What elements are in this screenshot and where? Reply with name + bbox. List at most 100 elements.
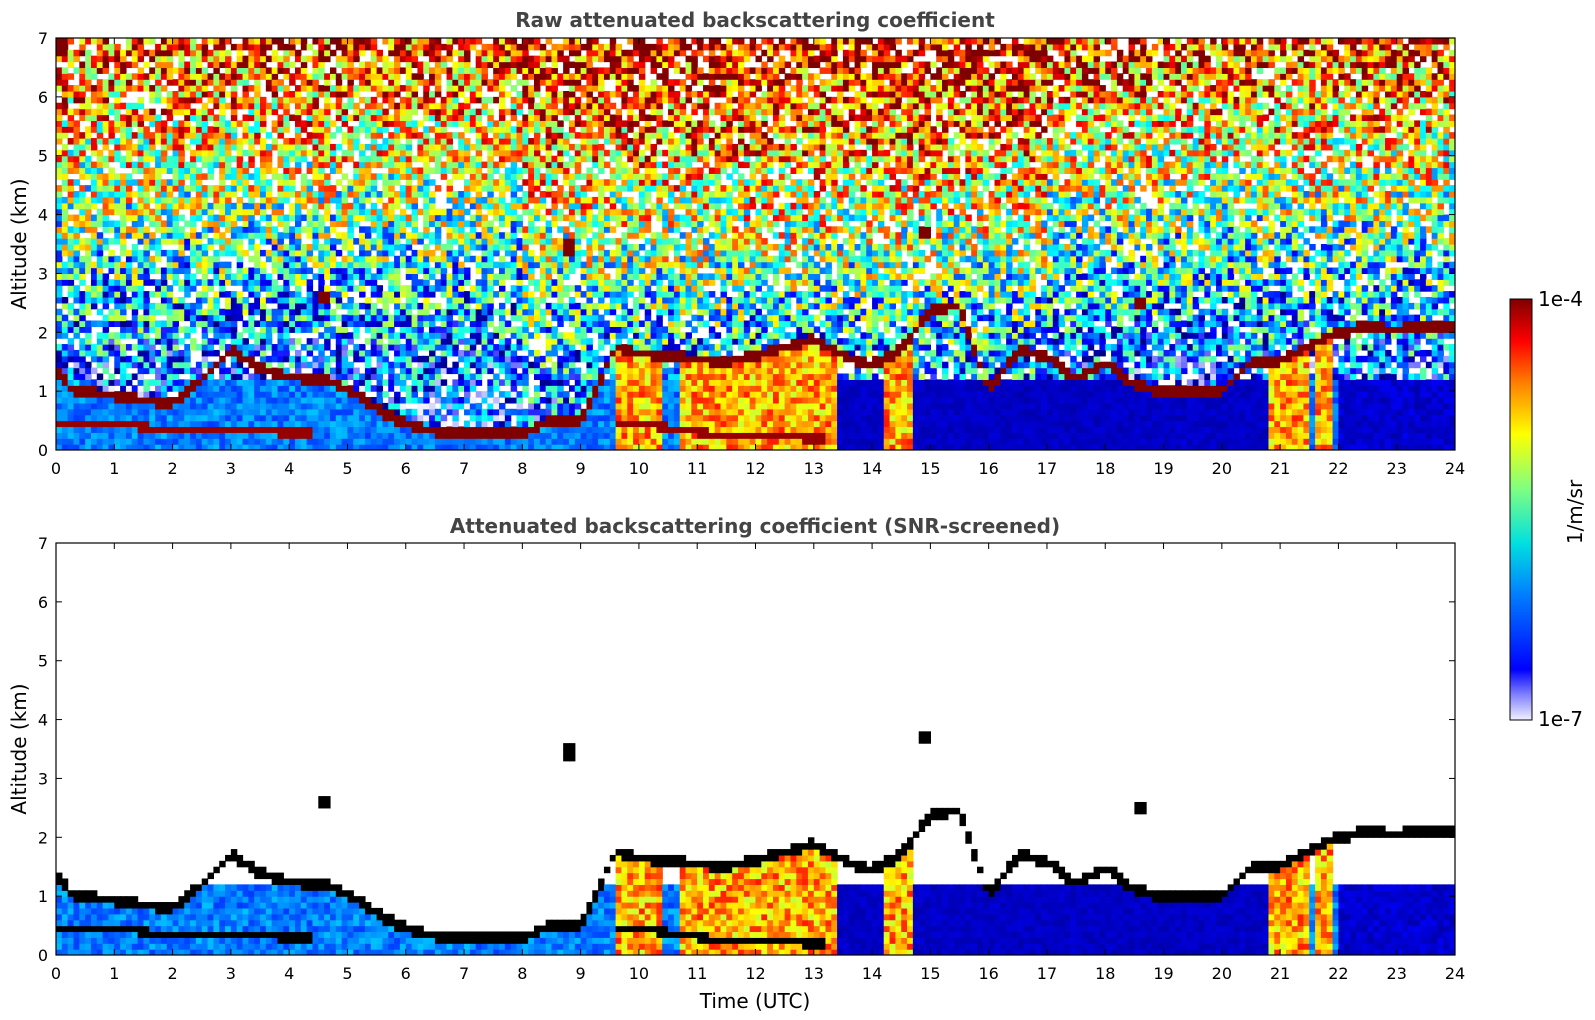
heatmap-cell xyxy=(487,426,494,433)
heatmap-cell xyxy=(201,108,209,116)
heatmap-cell xyxy=(469,291,477,298)
heatmap-cell xyxy=(190,49,197,57)
heatmap-cell xyxy=(96,379,104,386)
heatmap-cell xyxy=(201,414,209,422)
heatmap-cell xyxy=(370,420,378,428)
heatmap-cell xyxy=(388,344,395,351)
heatmap-cell xyxy=(382,367,389,375)
heatmap-cell xyxy=(283,43,290,51)
heatmap-cell xyxy=(487,320,494,327)
heatmap-cell xyxy=(201,255,209,263)
heatmap-cell xyxy=(469,385,477,392)
heatmap-cell xyxy=(487,438,494,445)
heatmap-cell xyxy=(283,261,290,269)
heatmap-cell xyxy=(137,420,145,428)
heatmap-cell xyxy=(178,67,185,74)
heatmap-cell xyxy=(108,43,115,51)
heatmap-cell xyxy=(394,426,401,433)
heatmap-cell xyxy=(364,67,372,74)
heatmap-cell xyxy=(61,402,69,410)
heatmap-cell xyxy=(108,202,115,210)
heatmap-cell xyxy=(388,61,395,69)
heatmap-cell xyxy=(528,361,535,369)
heatmap-cell xyxy=(155,420,162,428)
heatmap-cell xyxy=(359,191,366,198)
heatmap-cell xyxy=(504,438,512,445)
heatmap-cell xyxy=(446,67,453,74)
heatmap-cell xyxy=(469,96,477,104)
heatmap-cell xyxy=(295,202,302,210)
heatmap-cell xyxy=(213,338,220,345)
heatmap-cell xyxy=(359,226,366,233)
heatmap-cell xyxy=(539,179,547,186)
heatmap-cell xyxy=(394,314,401,322)
heatmap-cell xyxy=(405,273,413,280)
heatmap-cell xyxy=(79,143,86,151)
heatmap-cell xyxy=(108,149,115,157)
heatmap-cell xyxy=(195,261,203,269)
heatmap-cell xyxy=(335,43,343,51)
heatmap-cell xyxy=(481,338,488,345)
heatmap-cell xyxy=(207,238,214,245)
heatmap-cell xyxy=(61,397,69,404)
heatmap-cell xyxy=(528,238,535,245)
heatmap-cell xyxy=(125,279,133,286)
heatmap-cell xyxy=(236,296,244,304)
heatmap-cell xyxy=(143,161,150,169)
heatmap-cell xyxy=(376,432,384,439)
heatmap-cell xyxy=(125,332,133,339)
heatmap-cell xyxy=(545,126,553,133)
heatmap-cell xyxy=(324,267,331,275)
heatmap-cell xyxy=(481,73,488,80)
heatmap-cell xyxy=(108,308,115,316)
heatmap-cell xyxy=(114,261,121,269)
heatmap-cell xyxy=(137,238,145,245)
heatmap-cell xyxy=(376,161,384,169)
heatmap-cell xyxy=(289,255,296,263)
heatmap-cell xyxy=(312,138,319,145)
heatmap-cell xyxy=(545,244,553,251)
heatmap-cell xyxy=(399,420,407,428)
heatmap-cell xyxy=(190,373,197,380)
heatmap-cell xyxy=(458,426,465,433)
heatmap-cell xyxy=(464,244,471,251)
heatmap-cell xyxy=(96,397,104,404)
heatmap-cell xyxy=(85,338,92,345)
heatmap-cell xyxy=(318,267,325,275)
heatmap-cell xyxy=(300,179,308,186)
heatmap-cell xyxy=(260,191,267,198)
heatmap-cell xyxy=(195,90,203,98)
heatmap-cell xyxy=(499,79,506,86)
heatmap-cell xyxy=(394,143,401,151)
heatmap-cell xyxy=(248,108,255,116)
heatmap-cell xyxy=(277,161,284,169)
heatmap-cell xyxy=(230,314,238,322)
heatmap-cell xyxy=(265,202,273,210)
heatmap-cell xyxy=(481,226,488,233)
heatmap-cell xyxy=(114,432,121,439)
heatmap-cell xyxy=(359,273,366,280)
heatmap-cell xyxy=(248,202,255,210)
heatmap-cell xyxy=(73,296,80,304)
heatmap-cell xyxy=(73,214,80,222)
heatmap-cell xyxy=(102,108,110,116)
heatmap-cell xyxy=(79,73,86,80)
heatmap-cell xyxy=(166,96,174,104)
heatmap-cell xyxy=(411,191,419,198)
heatmap-cell xyxy=(364,408,372,416)
heatmap-cell xyxy=(312,179,319,186)
heatmap-cell xyxy=(178,355,185,363)
heatmap-cell xyxy=(359,391,366,398)
heatmap-cell xyxy=(329,367,337,375)
heatmap-cell xyxy=(318,444,325,450)
heatmap-cell xyxy=(452,202,459,210)
heatmap-cell xyxy=(394,196,401,204)
heatmap-cell xyxy=(289,414,296,422)
heatmap-cell xyxy=(528,261,535,269)
heatmap-cell xyxy=(539,308,547,316)
heatmap-cell xyxy=(364,273,372,280)
heatmap-cell xyxy=(219,291,226,298)
heatmap-cell xyxy=(481,279,488,286)
heatmap-cell xyxy=(143,408,150,416)
heatmap-cell xyxy=(504,73,512,80)
